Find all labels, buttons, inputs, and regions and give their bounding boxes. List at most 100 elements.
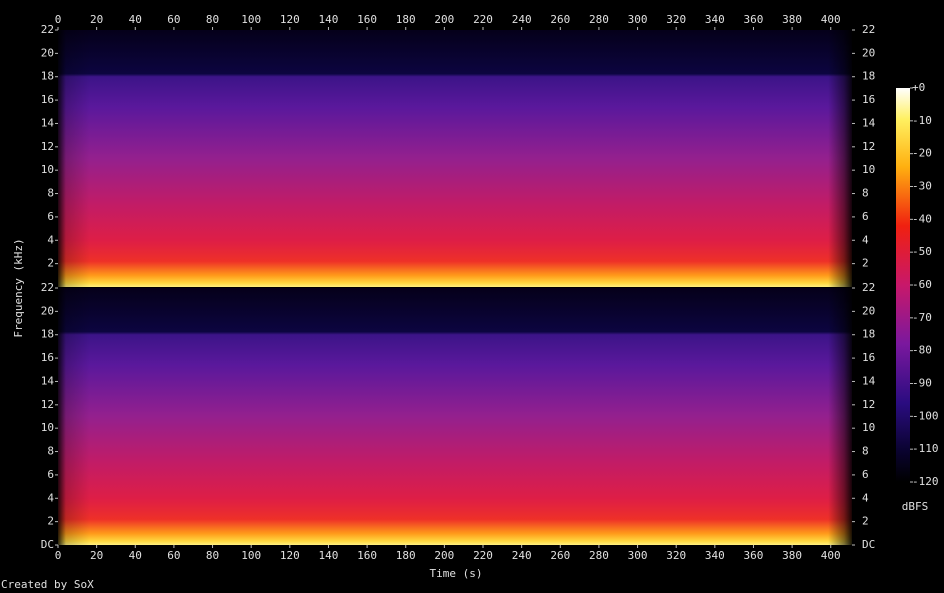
x-tick-label: 0 <box>55 13 62 26</box>
y-tick-label: 14 <box>41 374 55 387</box>
x-tick-label: 340 <box>705 13 725 26</box>
x-tick-label: 80 <box>206 549 219 562</box>
y-tick-label: 12 <box>862 398 875 411</box>
x-tick-label: 40 <box>129 549 142 562</box>
x-tick-label: 20 <box>90 13 103 26</box>
x-tick-label: 240 <box>512 13 532 26</box>
x-tick-label: 120 <box>280 13 300 26</box>
x-tick-label: 300 <box>628 13 648 26</box>
x-tick-label: 260 <box>550 549 570 562</box>
y-tick-label: 6 <box>862 210 869 223</box>
y-tick-label: 8 <box>47 187 54 200</box>
x-tick-label: 260 <box>550 13 570 26</box>
y-tick-label: 14 <box>862 374 876 387</box>
x-tick-label: 180 <box>396 549 416 562</box>
y-tick-label: 18 <box>41 70 54 83</box>
y-tick-label: 12 <box>862 140 875 153</box>
x-axis-label: Time (s) <box>430 567 483 580</box>
x-tick-label: 80 <box>206 13 219 26</box>
y-axis-label: Frequency (kHz) <box>12 238 25 337</box>
y-tick-label: 2 <box>47 257 54 270</box>
x-tick-label: 380 <box>782 549 802 562</box>
y-tick-label: 4 <box>47 233 54 246</box>
colorbar-tick-label: -70 <box>912 311 932 324</box>
x-tick-label: 360 <box>744 13 764 26</box>
y-tick-label: 22 <box>41 281 54 294</box>
y-tick-label: 14 <box>41 116 55 129</box>
colorbar-tick-label: +0 <box>912 81 925 94</box>
y-tick-label: DC <box>41 538 54 551</box>
y-tick-label: 10 <box>862 163 875 176</box>
y-tick-label: 6 <box>47 210 54 223</box>
x-tick-label: 280 <box>589 549 609 562</box>
spectrogram-edge <box>58 30 852 287</box>
y-tick-label: 22 <box>862 281 875 294</box>
y-tick-label: 10 <box>862 421 875 434</box>
colorbar-tick-label: -60 <box>912 278 932 291</box>
y-tick-label: 20 <box>41 304 54 317</box>
x-tick-label: 320 <box>666 549 686 562</box>
colorbar-tick-label: -110 <box>912 442 939 455</box>
y-tick-label: 4 <box>862 491 869 504</box>
x-tick-label: 160 <box>357 13 377 26</box>
y-tick-label: 4 <box>862 233 869 246</box>
x-tick-label: 120 <box>280 549 300 562</box>
x-tick-label: 180 <box>396 13 416 26</box>
y-tick-label: 4 <box>47 491 54 504</box>
x-tick-label: 340 <box>705 549 725 562</box>
x-tick-label: 100 <box>241 549 261 562</box>
x-tick-label: 0 <box>55 549 62 562</box>
y-tick-label: 10 <box>41 163 54 176</box>
y-tick-label: 14 <box>862 116 876 129</box>
y-tick-label: 20 <box>862 304 875 317</box>
colorbar-tick-label: -90 <box>912 377 932 390</box>
credit: Created by SoX <box>1 578 94 591</box>
colorbar-tick-label: -100 <box>912 409 939 422</box>
x-tick-label: 60 <box>167 13 180 26</box>
y-tick-label: 2 <box>862 257 869 270</box>
y-tick-label: 8 <box>862 187 869 200</box>
colorbar-tick-label: -20 <box>912 147 932 160</box>
x-tick-label: 320 <box>666 13 686 26</box>
y-tick-label: 22 <box>41 23 54 36</box>
colorbar-tick-label: -50 <box>912 245 932 258</box>
x-tick-label: 160 <box>357 549 377 562</box>
y-tick-label: 16 <box>862 93 875 106</box>
x-tick-label: 60 <box>167 549 180 562</box>
y-tick-label: 16 <box>41 93 54 106</box>
x-tick-label: 400 <box>821 549 841 562</box>
y-tick-label: 2 <box>862 515 869 528</box>
y-tick-label: 12 <box>41 398 54 411</box>
x-tick-label: 140 <box>319 13 339 26</box>
colorbar-tick-label: -80 <box>912 344 932 357</box>
y-tick-label: 20 <box>862 46 875 59</box>
x-tick-label: 300 <box>628 549 648 562</box>
x-tick-label: 220 <box>473 549 493 562</box>
y-tick-label: 6 <box>47 468 54 481</box>
y-tick-label: 12 <box>41 140 54 153</box>
colorbar-tick-label: -120 <box>912 475 939 488</box>
x-tick-label: 140 <box>319 549 339 562</box>
y-tick-label: 20 <box>41 46 54 59</box>
y-tick-label: DC <box>862 538 875 551</box>
y-tick-label: 16 <box>862 351 875 364</box>
y-tick-label: 8 <box>862 445 869 458</box>
spectrogram-edge <box>58 288 852 545</box>
x-tick-label: 200 <box>434 13 454 26</box>
x-tick-label: 100 <box>241 13 261 26</box>
x-tick-label: 200 <box>434 549 454 562</box>
colorbar-tick-label: -40 <box>912 212 932 225</box>
x-tick-label: 220 <box>473 13 493 26</box>
x-tick-label: 240 <box>512 549 532 562</box>
x-tick-label: 380 <box>782 13 802 26</box>
x-tick-label: 40 <box>129 13 142 26</box>
colorbar-label: dBFS <box>902 500 929 513</box>
x-tick-label: 280 <box>589 13 609 26</box>
y-tick-label: 18 <box>862 328 875 341</box>
y-tick-label: 2 <box>47 515 54 528</box>
y-tick-label: 10 <box>41 421 54 434</box>
x-tick-label: 20 <box>90 549 103 562</box>
x-tick-label: 400 <box>821 13 841 26</box>
y-tick-label: 16 <box>41 351 54 364</box>
